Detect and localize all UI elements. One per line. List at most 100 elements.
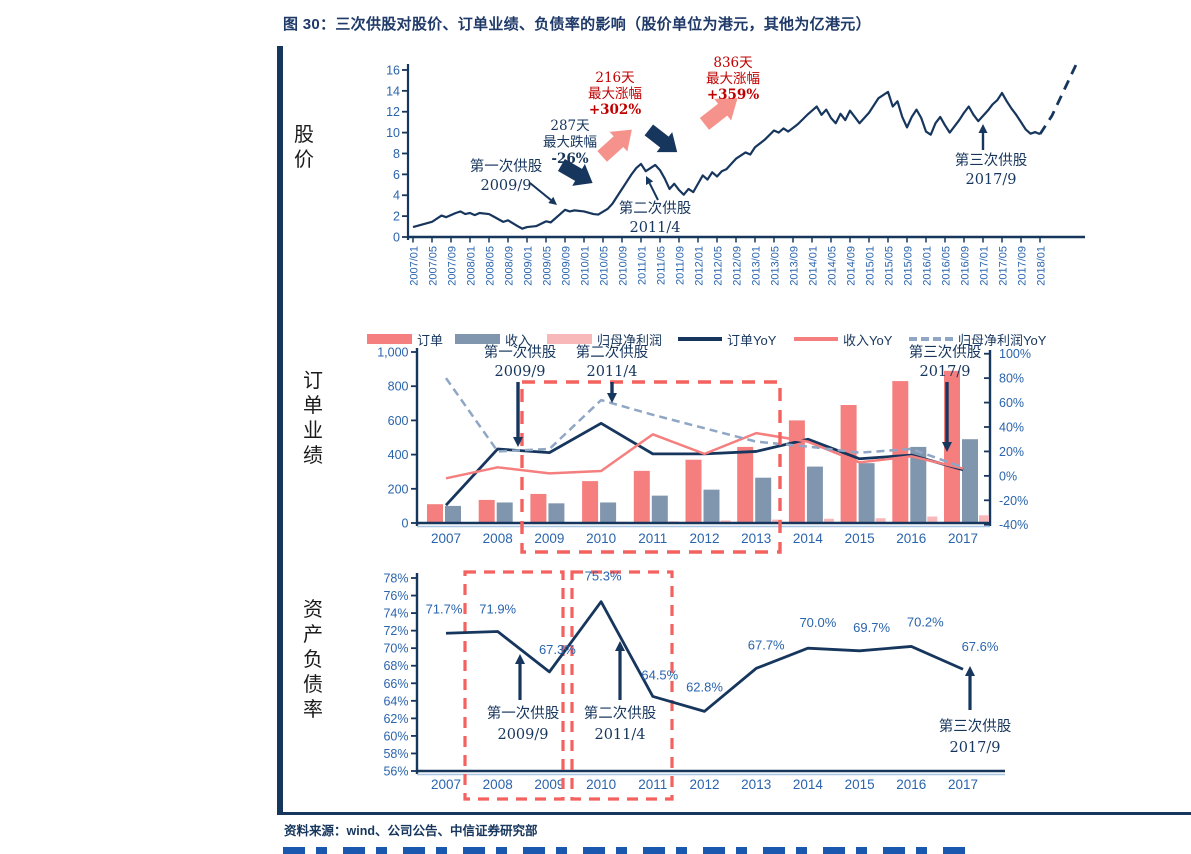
orders-category-label: 2009 — [534, 531, 564, 546]
debt-y-tick-label: 66% — [383, 677, 408, 691]
second-issue-pointer-arrow — [648, 182, 659, 201]
price-y-tick-label: 4 — [393, 189, 400, 203]
price-y-tick-label: 10 — [386, 126, 400, 140]
debt-issue-label-2: 第二次供股 2011/4 — [584, 704, 657, 743]
net-profit-yoy-line-swatch — [909, 337, 953, 341]
price-x-tick-label: 2015/09 — [903, 246, 915, 286]
price-axis-title: 股价 — [294, 122, 314, 171]
price-x-tick-label: 2008/01 — [466, 246, 478, 286]
debt-point-label: 71.7% — [426, 601, 463, 616]
price-x-tick-label: 2014/09 — [846, 246, 858, 286]
highlight-box-2008-2009 — [463, 570, 565, 801]
orders-category-label: 2011 — [638, 531, 667, 546]
debt-category-label: 2014 — [793, 777, 824, 792]
debt-issue-arrow-1-head — [515, 654, 525, 664]
legend-item-revenue: 收入 — [455, 332, 531, 348]
debt-issue-label-1: 第一次供股 2009/9 — [487, 704, 560, 743]
order-bar — [685, 459, 702, 523]
rise-block-arrow-1 — [597, 129, 632, 162]
revenue-yoy-line — [445, 431, 964, 480]
legend-label: 归母净利润 — [597, 332, 663, 348]
orders-right-tick-label: 80% — [999, 372, 1024, 386]
debt-category-label: 2010 — [586, 777, 616, 792]
price-x-tick-label: 2014/01 — [808, 246, 820, 286]
orders-left-tick-label: 800 — [388, 380, 409, 394]
price-x-tick-label: 2007/01 — [409, 246, 421, 286]
debt-ratio-line — [445, 600, 964, 713]
price-x-tick-label: 2011/09 — [675, 246, 687, 285]
legend-item-net-profit-yoy: 归母净利润YoY — [909, 332, 1047, 348]
orders-bar-swatch — [367, 334, 412, 344]
price-x-tick-label: 2013/05 — [770, 246, 782, 286]
net-profit-bar — [875, 518, 886, 523]
price-y-tick-label: 0 — [393, 231, 400, 245]
price-x-tick-label: 2013/01 — [751, 246, 763, 286]
revenue-bar — [910, 446, 927, 523]
revenue-bar — [651, 495, 668, 523]
price-projection-line — [1038, 59, 1080, 135]
orders-category-label: 2012 — [689, 531, 719, 546]
orders-issue-label-2: 第二次供股 2011/4 — [576, 343, 649, 380]
order-bar — [582, 481, 599, 523]
revenue-yoy-line-swatch — [794, 337, 838, 341]
revenue-bar — [600, 502, 617, 523]
figure-bottom-rule — [277, 812, 1191, 815]
debt-category-label: 2016 — [896, 777, 926, 792]
debt-y-tick-label: 64% — [383, 694, 408, 708]
max-gain-302-label: 216天最大涨幅+302% — [588, 70, 642, 118]
first-issue-pointer-arrow-head — [548, 196, 557, 205]
debt-category-label: 2009 — [534, 777, 564, 792]
debt-point-label: 67.6% — [962, 639, 999, 654]
orders-issue-arrow-3-head — [942, 442, 952, 452]
price-x-tick-label: 2017/05 — [998, 246, 1010, 286]
max-gain-359-label: 836天最大涨幅+359% — [706, 55, 760, 103]
price-x-tick-label: 2012/01 — [694, 246, 706, 286]
debt-y-tick-label: 68% — [383, 659, 408, 673]
third-issue-pointer-arrow-head — [978, 124, 988, 133]
revenue-bar — [496, 502, 513, 523]
figure-left-border — [277, 46, 283, 813]
legend-label: 订单YoY — [727, 332, 777, 348]
debt-issue-arrow-2-head — [615, 641, 625, 651]
second-issue-pointer-arrow-head — [646, 176, 654, 185]
first-issue-pointer-arrow — [529, 182, 552, 201]
price-y-tick-label: 8 — [393, 147, 400, 161]
price-x-tick-label: 2018/01 — [1036, 246, 1048, 286]
price-y-tick-label: 16 — [386, 63, 400, 77]
price-x-tick-label: 2007/09 — [447, 246, 459, 286]
debt-point-label: 69.7% — [853, 620, 890, 635]
orders-axis-title: 订单业绩 — [303, 368, 323, 467]
orders-category-label: 2013 — [741, 531, 771, 546]
price-x-tick-label: 2009/01 — [523, 246, 535, 286]
price-x-tick-label: 2017/01 — [979, 246, 991, 286]
orders-left-tick-label: 0 — [402, 517, 409, 531]
legend-item-orders: 订单 — [367, 332, 443, 348]
revenue-bar — [445, 505, 461, 523]
legend-label: 归母净利润YoY — [958, 332, 1047, 348]
orders-category-label: 2016 — [896, 531, 926, 546]
price-y-tick-label: 2 — [393, 210, 400, 224]
price-x-tick-label: 2010/01 — [580, 246, 592, 286]
figure-number: 图 30： — [283, 16, 336, 33]
orders-right-tick-label: 100% — [999, 347, 1031, 361]
price-y-tick-label: 12 — [386, 105, 400, 119]
price-x-tick-label: 2016/05 — [941, 246, 953, 286]
debt-point-label: 62.8% — [686, 679, 723, 694]
debt-y-tick-label: 72% — [383, 624, 408, 638]
price-x-tick-label: 2008/09 — [504, 246, 516, 286]
debt-point-label: 70.2% — [907, 614, 944, 629]
revenue-bar — [548, 503, 565, 523]
price-x-tick-label: 2009/09 — [561, 246, 573, 286]
orders-left-tick-label: 1,000 — [377, 346, 408, 360]
debt-category-label: 2007 — [431, 777, 461, 792]
price-line — [412, 90, 1041, 230]
order-bar — [788, 420, 805, 523]
orders-category-label: 2010 — [586, 531, 616, 546]
order-bar — [892, 381, 909, 523]
revenue-bar-swatch — [455, 334, 500, 344]
orders-category-label: 2014 — [793, 531, 824, 546]
revenue-bar — [703, 489, 720, 523]
debt-category-label: 2012 — [689, 777, 719, 792]
debt-y-tick-label: 62% — [383, 712, 408, 726]
